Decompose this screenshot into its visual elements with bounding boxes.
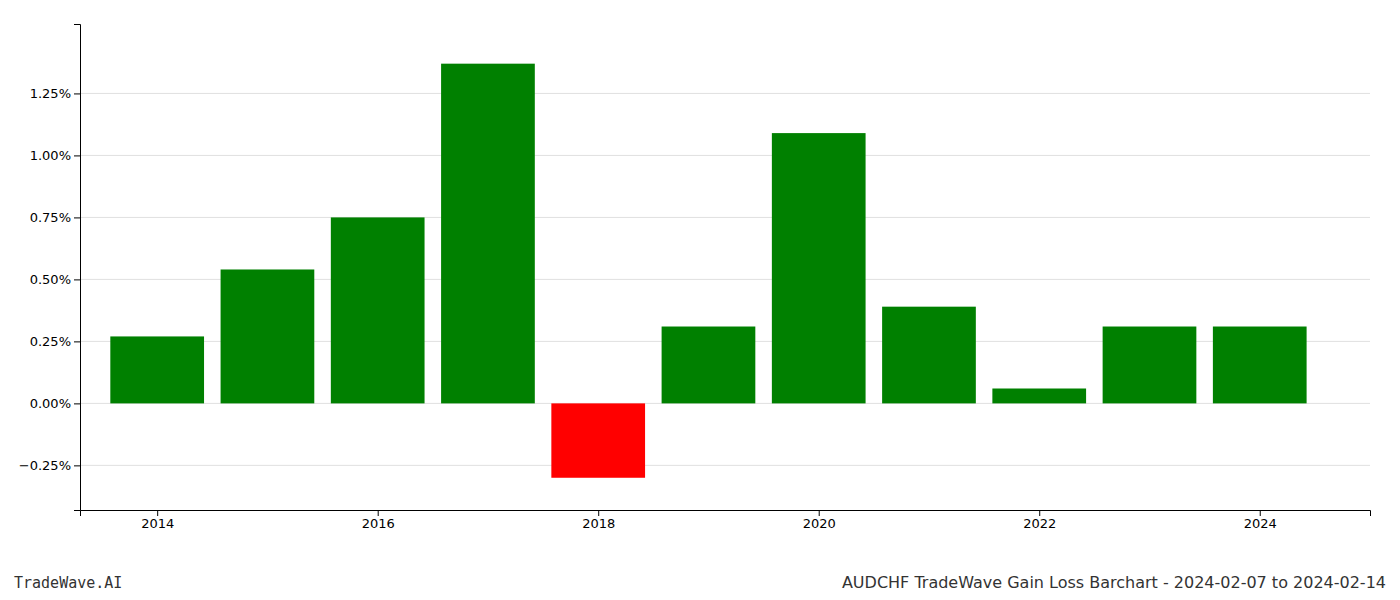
x-tick-mark xyxy=(1260,510,1261,516)
y-tick-label: 1.25% xyxy=(30,86,71,101)
y-tick: 1.25% xyxy=(30,86,80,101)
y-tick: 0.75% xyxy=(30,210,80,225)
x-axis: 2014 2016 2018 2020 2022 2024 xyxy=(81,510,1371,531)
x-tick-label: 2018 xyxy=(582,516,615,531)
footer: TradeWave.AI xyxy=(14,574,122,592)
bar xyxy=(221,269,315,403)
x-tick-label: 2020 xyxy=(803,516,836,531)
bar xyxy=(1103,327,1197,404)
y-tick-mark xyxy=(74,217,80,218)
y-tick-mark xyxy=(74,341,80,342)
y-tick: 0.25% xyxy=(30,334,80,349)
x-tick: 2014 xyxy=(141,510,174,531)
chart: −0.25% 0.00% 0.25% 0.50% 0.75% 1.00% 1.25% 2014… xyxy=(0,0,1400,600)
grid-line xyxy=(80,465,1370,466)
grid-line xyxy=(80,93,1370,94)
y-axis-line xyxy=(74,25,81,511)
y-tick-mark xyxy=(74,93,80,94)
bar xyxy=(662,327,756,404)
y-tick-label: 0.00% xyxy=(30,396,71,411)
x-tick: 2024 xyxy=(1244,510,1277,531)
x-tick: 2016 xyxy=(362,510,395,531)
x-tick: 2020 xyxy=(803,510,836,531)
bar xyxy=(551,403,645,477)
bar xyxy=(992,389,1086,404)
x-tick-mark xyxy=(819,510,820,516)
x-tick-label: 2016 xyxy=(362,516,395,531)
y-tick-label: 0.75% xyxy=(30,210,71,225)
y-tick: 0.50% xyxy=(30,272,80,287)
title: AUDCHF TradeWave Gain Loss Barchart - 20… xyxy=(842,573,1386,592)
x-tick-mark xyxy=(378,510,379,516)
y-tick-mark xyxy=(74,155,80,156)
x-tick: 2018 xyxy=(582,510,615,531)
y-tick-mark xyxy=(74,465,80,466)
bar xyxy=(772,133,866,403)
y-tick: 1.00% xyxy=(30,148,80,163)
plot-area xyxy=(110,64,1306,478)
y-tick-label: −0.25% xyxy=(19,458,71,473)
y-tick: −0.25% xyxy=(19,458,80,473)
bar xyxy=(441,64,535,404)
bar xyxy=(1213,327,1307,404)
grid-line xyxy=(80,217,1370,218)
x-axis-line xyxy=(81,511,1371,517)
bar xyxy=(110,336,204,403)
y-tick: 0.00% xyxy=(30,396,80,411)
x-tick-mark xyxy=(157,510,158,516)
y-tick-mark xyxy=(74,403,80,404)
grid-line xyxy=(80,155,1370,156)
x-tick-label: 2024 xyxy=(1244,516,1277,531)
grid xyxy=(80,93,1370,465)
y-tick-label: 0.50% xyxy=(30,272,71,287)
x-tick-label: 2022 xyxy=(1023,516,1056,531)
y-tick-label: 1.00% xyxy=(30,148,71,163)
y-axis: −0.25% 0.00% 0.25% 0.50% 0.75% 1.00% 1.25% xyxy=(19,25,81,511)
y-tick-label: 0.25% xyxy=(30,334,71,349)
bar xyxy=(331,217,425,403)
x-tick-label: 2014 xyxy=(141,516,174,531)
x-tick: 2022 xyxy=(1023,510,1056,531)
y-tick-mark xyxy=(74,279,80,280)
x-tick-mark xyxy=(1039,510,1040,516)
x-tick-mark xyxy=(598,510,599,516)
bar xyxy=(882,307,976,404)
